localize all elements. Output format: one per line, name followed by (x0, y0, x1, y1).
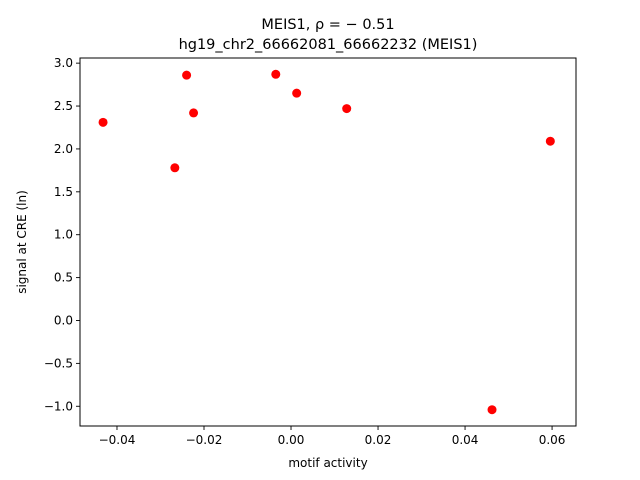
y-tick-label: −0.5 (44, 356, 73, 370)
data-point (292, 88, 302, 98)
data-point (487, 405, 497, 415)
y-axis-label: signal at CRE (ln) (15, 190, 29, 294)
data-point (170, 163, 180, 173)
y-tick-label: 0.0 (54, 313, 73, 327)
y-tick-label: 2.0 (54, 142, 73, 156)
x-tick-label: −0.02 (186, 433, 223, 447)
chart-title-line2: hg19_chr2_66662081_66662232 (MEIS1) (179, 37, 478, 53)
x-tick-label: 0.00 (278, 433, 305, 447)
x-tick-label: −0.04 (99, 433, 136, 447)
plot-frame (79, 57, 577, 427)
y-tick-label: 0.5 (54, 271, 73, 285)
x-tick-label: 0.04 (452, 433, 479, 447)
y-tick-label: −1.0 (44, 399, 73, 413)
data-point (545, 136, 555, 146)
chart-title-line1: MEIS1, ρ = − 0.51 (261, 17, 394, 33)
x-axis-label: motif activity (288, 456, 367, 470)
data-point (189, 108, 199, 118)
y-tick-label: 3.0 (54, 56, 73, 70)
data-point (271, 69, 281, 79)
plot-area (98, 69, 555, 415)
y-tick-label: 1.0 (54, 228, 73, 242)
data-point (98, 117, 108, 127)
y-tick-label: 2.5 (54, 99, 73, 113)
data-point (342, 104, 352, 114)
data-point (182, 70, 192, 80)
x-tick-label: 0.06 (539, 433, 566, 447)
y-tick-label: 1.5 (54, 185, 73, 199)
x-tick-label: 0.02 (365, 433, 392, 447)
